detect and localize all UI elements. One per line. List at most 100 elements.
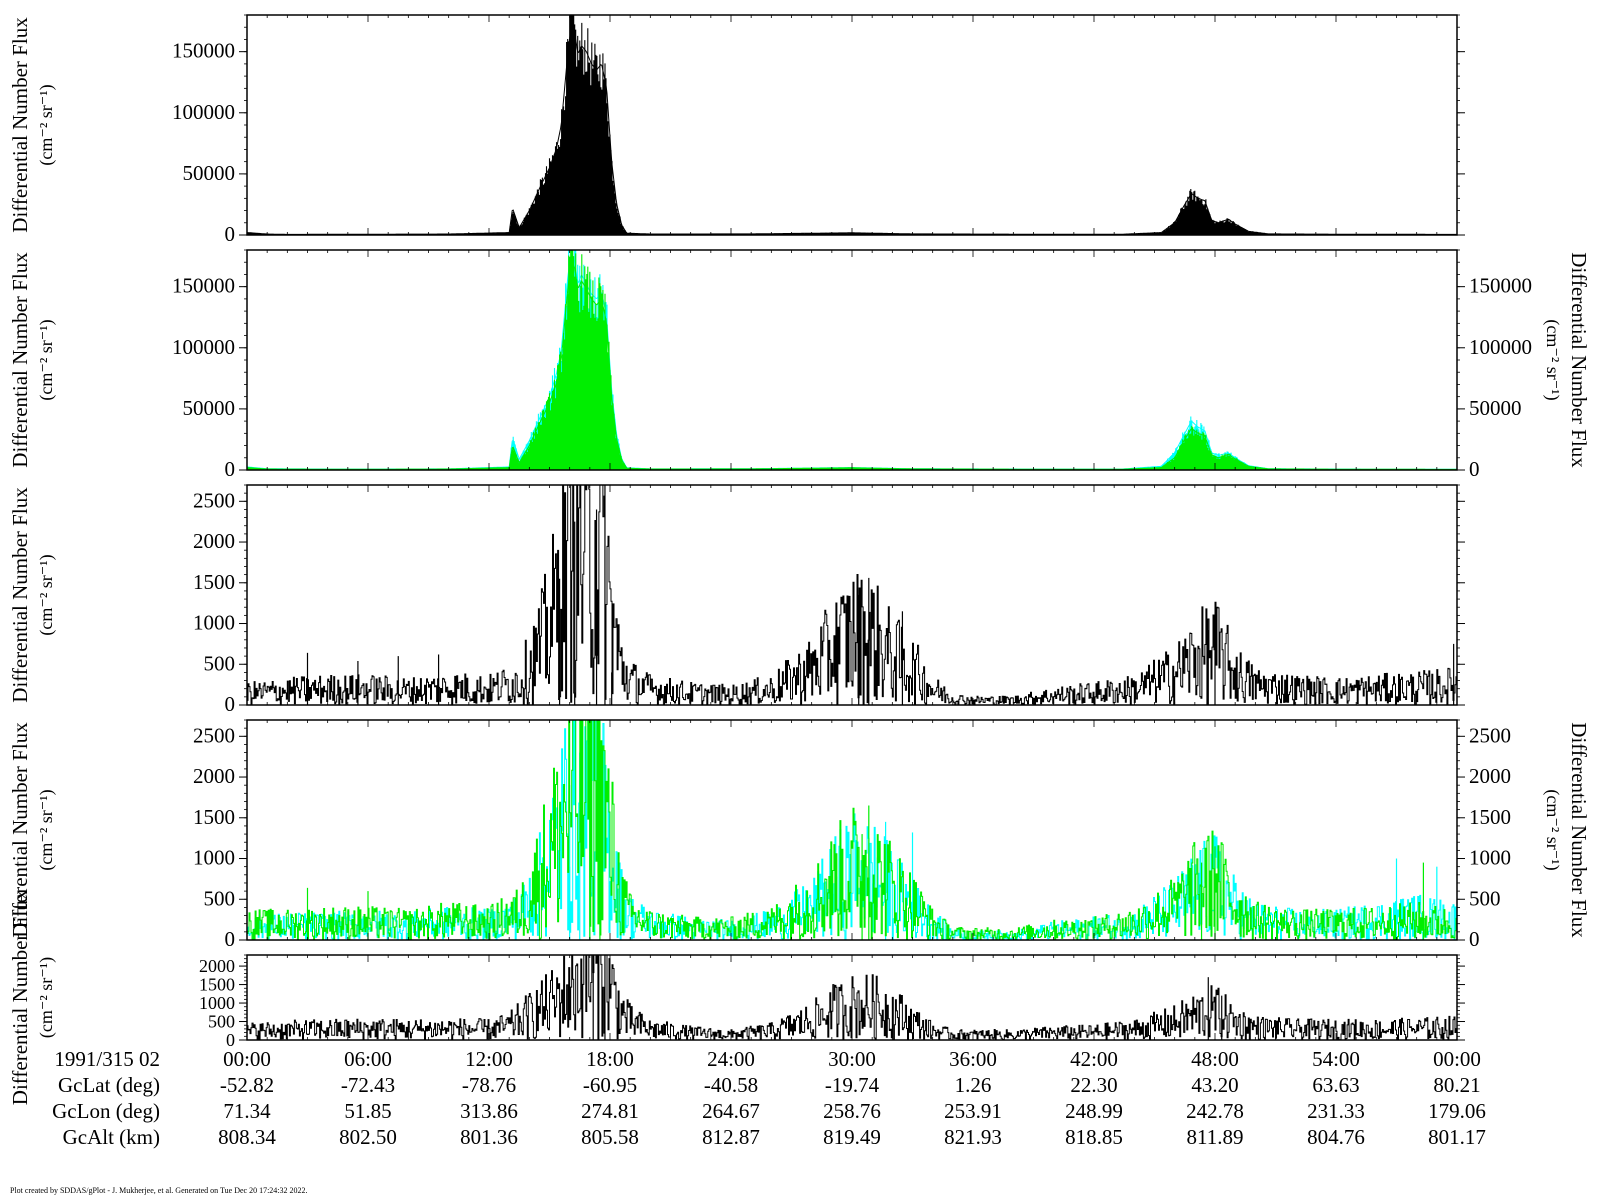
panel-4-ylabel-right: Differential Number Flux <box>1567 722 1591 938</box>
ephemeris-value-1-10: 80.21 <box>1433 1073 1480 1097</box>
series-2-bars <box>247 250 1457 470</box>
panel-2-yunits: (cm⁻² sr⁻¹) <box>36 319 57 400</box>
ephemeris-value-1-2: -78.76 <box>462 1073 516 1097</box>
ephemeris-value-3-2: 801.36 <box>460 1125 518 1149</box>
time-tick-3: 18:00 <box>586 1047 634 1071</box>
panel-4-ytick-right-0: 0 <box>1469 927 1480 951</box>
panel-3-ytick-5: 2500 <box>193 488 235 512</box>
panel-1-ytick-2: 100000 <box>172 100 235 124</box>
panel-4-ytick-0: 0 <box>225 927 236 951</box>
panel-2-ytick-3: 150000 <box>172 274 235 298</box>
ephemeris-value-2-1: 51.85 <box>344 1099 391 1123</box>
panel-4-ytick-right-4: 2000 <box>1469 764 1511 788</box>
ephemeris-value-3-8: 811.89 <box>1187 1125 1244 1149</box>
series-1-line <box>247 955 1457 1040</box>
ephemeris-value-1-0: -52.82 <box>220 1073 274 1097</box>
ephemeris-value-2-4: 264.67 <box>702 1099 760 1123</box>
footer-credit: Plot created by SDDAS/gPlot - J. Mukherj… <box>10 1186 308 1195</box>
ephemeris-value-3-6: 821.93 <box>944 1125 1002 1149</box>
ephemeris-label-2: GcLon (deg) <box>52 1099 160 1123</box>
ephemeris-value-1-4: -40.58 <box>704 1073 758 1097</box>
time-tick-6: 36:00 <box>949 1047 997 1071</box>
panel-1-ylabel: Differential Number Flux <box>8 17 32 233</box>
panel-4-ytick-2: 1000 <box>193 846 235 870</box>
series-2-line <box>247 720 1457 940</box>
ephemeris-value-1-1: -72.43 <box>341 1073 395 1097</box>
panel-2-ytick-1: 50000 <box>183 396 236 420</box>
ephemeris-value-2-5: 258.76 <box>823 1099 881 1123</box>
panel-2-yunits-right: (cm⁻² sr⁻¹) <box>1542 319 1563 400</box>
panel-1-data <box>247 15 1457 235</box>
ephemeris-value-3-7: 818.85 <box>1065 1125 1123 1149</box>
panel-1-ytick-1: 50000 <box>183 161 236 185</box>
panel-2-ytick-2: 100000 <box>172 335 235 359</box>
series-1-line <box>247 720 1457 940</box>
time-tick-9: 54:00 <box>1312 1047 1360 1071</box>
panel-4-data <box>247 720 1457 940</box>
ephemeris-value-1-3: -60.95 <box>583 1073 637 1097</box>
time-tick-2: 12:00 <box>465 1047 513 1071</box>
panel-4-ytick-3: 1500 <box>193 805 235 829</box>
panel-2-ytick-right-3: 150000 <box>1469 274 1532 298</box>
series-2-envelope <box>247 258 1457 470</box>
time-tick-0: 00:00 <box>223 1047 271 1071</box>
ephemeris-value-2-7: 248.99 <box>1065 1099 1123 1123</box>
series-1-envelope <box>247 23 1457 235</box>
ephemeris-value-1-5: -19.74 <box>825 1073 880 1097</box>
series-1-bars <box>247 15 1457 235</box>
panel-3-frame <box>246 484 1458 706</box>
time-tick-4: 24:00 <box>707 1047 755 1071</box>
ephemeris-value-2-10: 179.06 <box>1428 1099 1486 1123</box>
panel-4-ytick-right-1: 500 <box>1469 886 1501 910</box>
time-axis: 1991/315 02 00:00 06:00 12:00 18:00 24:00 30:0… <box>54 1047 1481 1071</box>
panel-5-ytick-2: 1000 <box>199 993 235 1013</box>
panel-5-ytick-1: 500 <box>208 1012 235 1032</box>
series-1-bars <box>247 250 1457 470</box>
ephemeris-label-1: GcLat (deg) <box>58 1073 160 1097</box>
panel-3-ytick-1: 500 <box>204 651 236 675</box>
panel-5-ytick-3: 1500 <box>199 975 235 995</box>
panel-2-frame <box>246 249 1458 471</box>
ephemeris-table: GcLat (deg) -52.82 -72.43 -78.76 -60.95 -40.5… <box>52 1073 1486 1149</box>
panel-5-ytick-4: 2000 <box>199 956 235 976</box>
time-axis-start-label: 1991/315 02 <box>54 1047 160 1071</box>
panel-3-ytick-4: 2000 <box>193 529 235 553</box>
panel-3: 0 500 1000 1500 2000 2500 Differential Number … <box>8 484 1465 716</box>
panel-2-ytick-right-2: 100000 <box>1469 335 1532 359</box>
series-1-line <box>247 485 1457 705</box>
ephemeris-value-1-9: 63.63 <box>1312 1073 1359 1097</box>
ephemeris-value-3-1: 802.50 <box>339 1125 397 1149</box>
panel-3-ytick-3: 1500 <box>193 570 235 594</box>
panel-1-yunits: (cm⁻² sr⁻¹) <box>36 84 57 165</box>
panel-1-frame <box>246 14 1458 236</box>
panel-2-ylabel: Differential Number Flux <box>8 252 32 468</box>
panel-3-data <box>247 485 1457 705</box>
time-tick-10: 00:00 <box>1433 1047 1481 1071</box>
panel-1: 0 50000 100000 150000 Differential Number Fl… <box>8 14 1465 246</box>
ephemeris-value-2-6: 253.91 <box>944 1099 1002 1123</box>
panel-4-yunits-right: (cm⁻² sr⁻¹) <box>1542 789 1563 870</box>
ephemeris-value-3-9: 804.76 <box>1307 1125 1365 1149</box>
panel-5-ylabel: Differential Number Flux <box>8 889 32 1105</box>
ephemeris-value-3-5: 819.49 <box>823 1125 881 1149</box>
panel-4: 0 0 500 500 1000 1000 1500 1500 2000 2000 2500 2500… <box>8 719 1591 951</box>
panel-1-ytick-0: 0 <box>225 222 236 246</box>
ephemeris-value-1-8: 43.20 <box>1191 1073 1238 1097</box>
panel-2-data <box>247 250 1457 470</box>
ephemeris-value-1-7: 22.30 <box>1070 1073 1117 1097</box>
ephemeris-value-2-3: 274.81 <box>581 1099 639 1123</box>
time-tick-1: 06:00 <box>344 1047 392 1071</box>
series-1-envelope <box>247 251 1457 470</box>
panel-5-data <box>247 955 1457 1040</box>
panel-4-ylabel: Differential Number Flux <box>8 722 32 938</box>
panel-2-ytick-right-0: 0 <box>1469 457 1480 481</box>
panel-4-ytick-right-2: 1000 <box>1469 846 1511 870</box>
panel-2-ytick-0: 0 <box>225 457 236 481</box>
panel-2-ytick-right-1: 50000 <box>1469 396 1522 420</box>
ephemeris-value-3-0: 808.34 <box>218 1125 276 1149</box>
panel-2: 0 0 50000 50000 100000 100000 150000 150000 Diff… <box>8 249 1591 481</box>
time-tick-7: 42:00 <box>1070 1047 1118 1071</box>
ephemeris-value-1-6: 1.26 <box>955 1073 992 1097</box>
